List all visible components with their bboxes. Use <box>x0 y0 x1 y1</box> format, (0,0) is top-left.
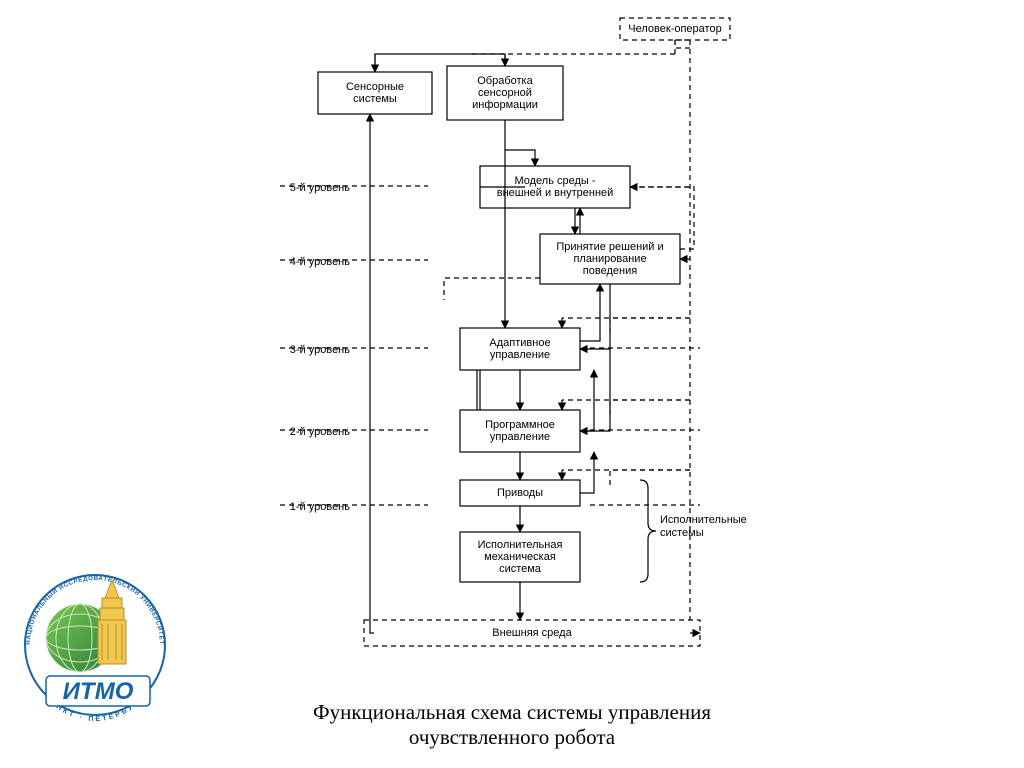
level-label: 4-й уровень <box>290 256 351 268</box>
node-processing-text: сенсорной <box>478 87 532 99</box>
node-decision-text: планирование <box>573 253 646 265</box>
node-decision-text: поведения <box>583 265 637 277</box>
node-sensors-text: Сенсорные <box>346 81 404 93</box>
decision-to-adaptive <box>580 284 610 349</box>
node-env-text: Внешняя среда <box>492 627 572 639</box>
edge <box>675 40 690 48</box>
node-mech-text: система <box>499 563 542 575</box>
node-processing-text: Обработка <box>477 75 533 87</box>
operator-stub <box>610 318 690 336</box>
exec-systems-label: системы <box>660 527 704 539</box>
decision-dash-left <box>444 278 540 300</box>
node-adaptive-text: управление <box>490 349 550 361</box>
level-label: 1-й уровень <box>290 501 351 513</box>
node-program-text: Программное <box>485 419 555 431</box>
decision-to-program <box>580 349 610 431</box>
env-to-sensors <box>370 114 374 633</box>
itmo-logo: НАЦИОНАЛЬНЫЙ ИССЛЕДОВАТЕЛЬСКИЙ УНИВЕРСИТ… <box>10 560 180 730</box>
return-edge <box>580 452 594 493</box>
caption-line1: Функциональная схема системы управления <box>313 700 711 724</box>
node-processing-text: информации <box>472 99 538 111</box>
node-program-text: управление <box>490 431 550 443</box>
adaptive-up <box>580 284 600 341</box>
caption-line2: очувствленного робота <box>409 725 615 749</box>
svg-text:ИТМО: ИТМО <box>63 678 134 705</box>
exec-systems-label: Исполнительные <box>660 514 747 526</box>
node-drives-text: Приводы <box>497 487 543 499</box>
operator-stub <box>610 470 690 488</box>
node-model-text: внешней и внутренней <box>497 187 614 199</box>
operator-stub <box>610 400 690 418</box>
level-label: 2-й уровень <box>290 426 351 438</box>
brace <box>640 480 656 582</box>
level-label: 3-й уровень <box>290 344 351 356</box>
node-adaptive-text: Адаптивное <box>489 337 550 349</box>
node-mech-text: механическая <box>484 551 556 563</box>
level-label: 5-й уровень <box>290 182 351 194</box>
node-sensors-text: системы <box>353 93 397 105</box>
to-model <box>505 150 535 166</box>
node-decision-text: Принятие решений и <box>556 241 663 253</box>
node-operator-text: Человек-оператор <box>628 23 721 35</box>
node-model-text: Модель среды - <box>514 175 595 187</box>
node-mech-text: Исполнительная <box>478 539 563 551</box>
